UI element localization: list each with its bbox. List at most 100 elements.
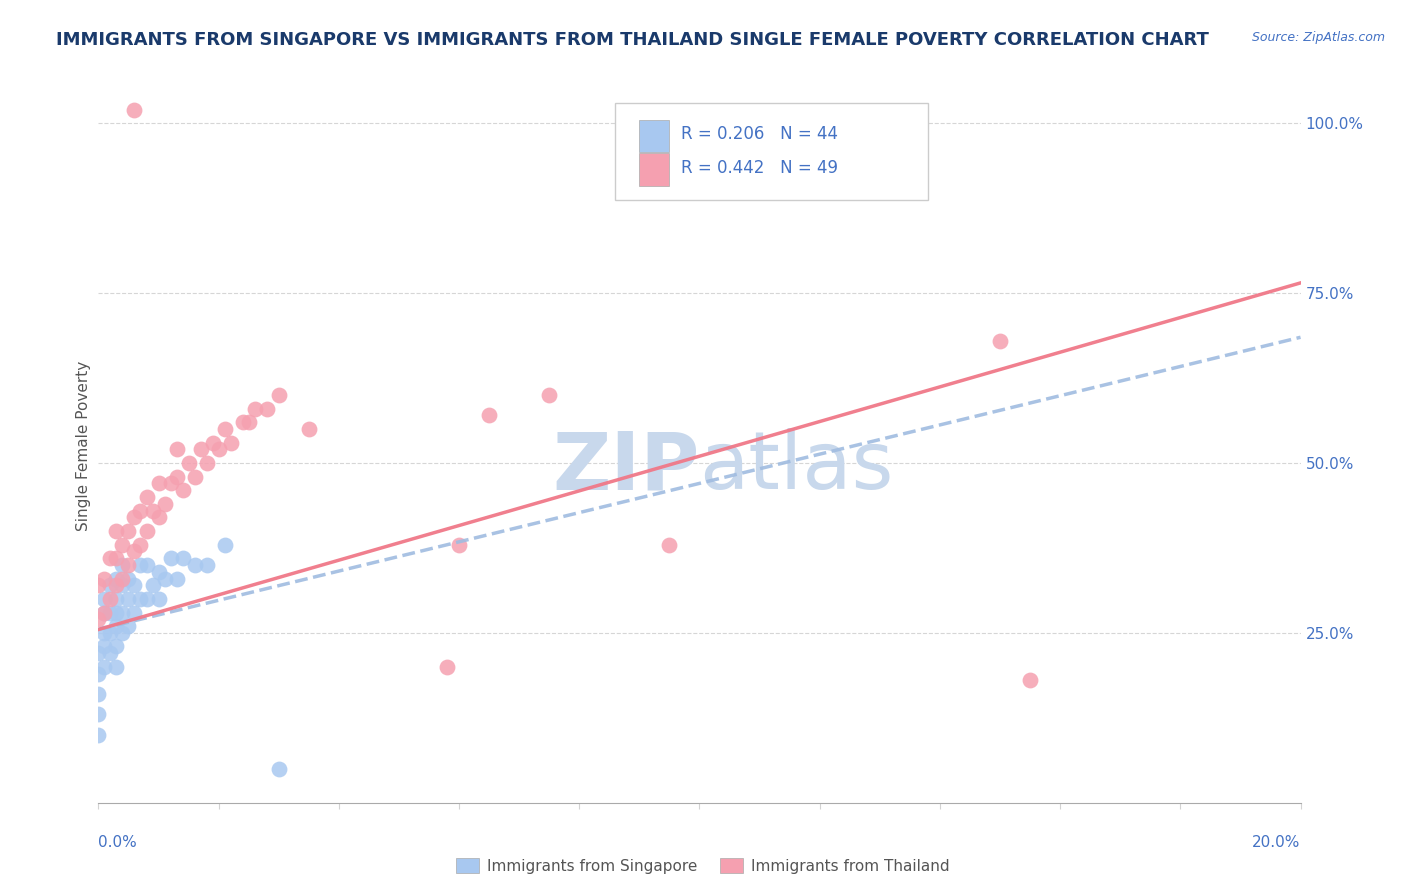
Point	[100, 646, 122, 660]
Point	[117, 591, 139, 606]
Point	[87, 707, 110, 722]
Point	[183, 469, 205, 483]
Point	[111, 558, 134, 572]
Point	[166, 469, 188, 483]
Point	[159, 476, 181, 491]
Point	[124, 103, 146, 117]
Point	[478, 409, 501, 423]
Point	[117, 619, 139, 633]
Point	[172, 483, 194, 498]
Point	[105, 524, 128, 538]
Point	[105, 591, 128, 606]
Point	[100, 551, 122, 566]
Point	[111, 626, 134, 640]
Point	[93, 640, 115, 654]
Point	[195, 558, 218, 572]
Point	[243, 401, 266, 416]
Point	[100, 626, 122, 640]
Text: 20.0%: 20.0%	[1253, 836, 1301, 850]
Point	[159, 551, 181, 566]
Point	[105, 606, 128, 620]
Point	[124, 606, 146, 620]
Point	[135, 490, 157, 504]
Point	[135, 524, 157, 538]
Text: 0.0%: 0.0%	[98, 836, 138, 850]
Point	[111, 606, 134, 620]
Point	[148, 591, 170, 606]
Point	[87, 687, 110, 701]
Point	[135, 591, 157, 606]
Point	[190, 442, 212, 457]
Text: ZIP: ZIP	[553, 428, 700, 507]
Point	[105, 660, 128, 674]
Point	[141, 503, 163, 517]
Point	[148, 565, 170, 579]
Point	[153, 572, 176, 586]
Point	[111, 578, 134, 592]
Point	[93, 626, 115, 640]
Point	[111, 572, 134, 586]
Point	[105, 551, 128, 566]
Point	[87, 612, 110, 626]
FancyBboxPatch shape	[616, 103, 928, 200]
Point	[538, 388, 561, 402]
Point	[87, 728, 110, 742]
Point	[117, 572, 139, 586]
Point	[447, 537, 470, 551]
Point	[267, 388, 290, 402]
Point	[148, 476, 170, 491]
Point	[267, 762, 290, 776]
Point	[148, 510, 170, 524]
Point	[105, 640, 128, 654]
Point	[129, 591, 152, 606]
Point	[183, 558, 205, 572]
Point	[124, 578, 146, 592]
Point	[93, 591, 115, 606]
Point	[208, 442, 231, 457]
Point	[166, 442, 188, 457]
Point	[298, 422, 321, 436]
FancyBboxPatch shape	[640, 120, 669, 152]
Point	[129, 537, 152, 551]
Point	[201, 435, 224, 450]
Point	[100, 591, 122, 606]
Point	[93, 606, 115, 620]
Point	[87, 578, 110, 592]
Point	[166, 572, 188, 586]
Point	[256, 401, 278, 416]
FancyBboxPatch shape	[640, 153, 669, 186]
Point	[105, 619, 128, 633]
Point	[100, 578, 122, 592]
Text: R = 0.206   N = 44: R = 0.206 N = 44	[682, 125, 838, 143]
Point	[177, 456, 200, 470]
Y-axis label: Single Female Poverty: Single Female Poverty	[76, 361, 91, 531]
Text: atlas: atlas	[700, 428, 894, 507]
Point	[238, 415, 260, 429]
Point	[232, 415, 254, 429]
Point	[124, 544, 146, 558]
Point	[153, 497, 176, 511]
Point	[1019, 673, 1042, 688]
Text: R = 0.442   N = 49: R = 0.442 N = 49	[682, 159, 838, 177]
Point	[117, 558, 139, 572]
Point	[93, 572, 115, 586]
Text: IMMIGRANTS FROM SINGAPORE VS IMMIGRANTS FROM THAILAND SINGLE FEMALE POVERTY CORR: IMMIGRANTS FROM SINGAPORE VS IMMIGRANTS …	[56, 31, 1209, 49]
Point	[105, 572, 128, 586]
Point	[111, 537, 134, 551]
Point	[195, 456, 218, 470]
Point	[172, 551, 194, 566]
Point	[141, 578, 163, 592]
Point	[93, 660, 115, 674]
Point	[87, 646, 110, 660]
Point	[436, 660, 458, 674]
Point	[658, 537, 681, 551]
Point	[93, 606, 115, 620]
Point	[135, 558, 157, 572]
Point	[117, 524, 139, 538]
Point	[988, 334, 1011, 348]
Point	[105, 578, 128, 592]
Point	[214, 422, 236, 436]
Point	[100, 606, 122, 620]
Point	[129, 503, 152, 517]
Point	[87, 666, 110, 681]
